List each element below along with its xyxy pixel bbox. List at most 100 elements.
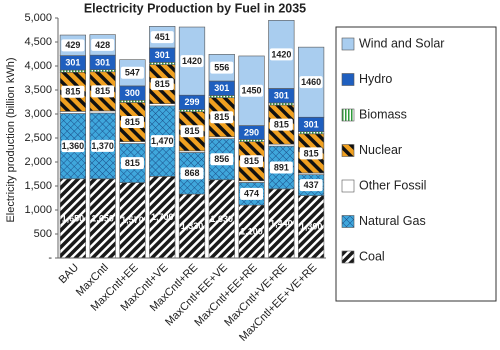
y-tick-label: 2,000: [24, 156, 52, 168]
legend-label: Nuclear: [359, 143, 402, 157]
y-tick-label: 4,000: [24, 60, 52, 72]
data-label-box: [150, 31, 174, 44]
bar-segment: [59, 69, 86, 73]
data-label: 300: [125, 88, 140, 98]
bar-segment: [149, 176, 176, 259]
legend-box: [335, 26, 497, 302]
y-tick-label: -: [48, 252, 52, 264]
data-label: 1,630: [211, 214, 234, 224]
data-label: 1,370: [91, 141, 114, 151]
data-label: 301: [214, 83, 229, 93]
data-label-box: [91, 38, 115, 51]
data-label: 301: [155, 50, 170, 60]
data-label: 1,360: [62, 141, 85, 151]
legend-swatch: [341, 179, 355, 193]
bar-segment: [208, 95, 235, 98]
data-label: 301: [65, 58, 80, 68]
bar-segment: [119, 100, 146, 103]
data-label-box: [240, 187, 264, 200]
bar-segment: [149, 62, 176, 65]
data-label-box: [210, 153, 234, 166]
data-label-box: [150, 78, 174, 91]
legend-swatch: [341, 108, 355, 122]
legend-swatch: [341, 215, 355, 228]
bar-segment: [178, 109, 206, 112]
data-label-box: [180, 55, 204, 68]
legend-swatch: [341, 250, 355, 264]
data-label: 815: [214, 112, 229, 122]
legend-label: Coal: [359, 249, 385, 263]
bar-segment: [298, 131, 325, 135]
data-label: 301: [304, 119, 319, 129]
data-label: 815: [304, 148, 319, 158]
chart-title: Electricity Production by Fuel in 2035: [84, 1, 306, 15]
data-label: 856: [214, 154, 229, 164]
data-label-box: [210, 61, 234, 74]
bar-segment: [59, 111, 86, 114]
bar-segment: [268, 102, 295, 106]
data-label-box: [91, 139, 115, 152]
bar-segment: [238, 204, 265, 259]
data-label-box: [269, 48, 293, 61]
legend-swatch: [341, 73, 355, 86]
legend-label: Other Fossil: [359, 178, 426, 192]
data-label: 1,470: [151, 136, 174, 146]
bar-segment: [149, 103, 176, 107]
data-label: 1,440: [270, 218, 293, 228]
data-label: 891: [274, 162, 289, 172]
bar-segment: [238, 139, 265, 142]
data-label-box: [61, 85, 85, 98]
data-label: 815: [155, 79, 170, 89]
data-label-box: [299, 179, 323, 192]
data-label-box: [61, 140, 85, 153]
legend-swatch: [341, 144, 355, 157]
data-label-box: [210, 111, 234, 124]
bar-segment: [89, 69, 116, 73]
data-label: 1,650: [62, 213, 85, 223]
data-label: 815: [184, 126, 199, 136]
data-label: 815: [125, 158, 140, 168]
data-label: 290: [244, 127, 259, 137]
data-label: 556: [214, 63, 229, 73]
data-label: 299: [184, 97, 199, 107]
data-label: 301: [95, 57, 110, 67]
data-label: 815: [244, 156, 259, 166]
bar-segment: [89, 110, 116, 114]
data-label: 1,330: [181, 221, 204, 231]
data-label-box: [269, 118, 293, 131]
data-label: 1,100: [240, 226, 263, 236]
data-label-box: [180, 167, 204, 180]
data-label: 1,300: [300, 222, 323, 232]
data-label: 474: [244, 189, 259, 199]
data-label-box: [120, 157, 144, 170]
data-label: 547: [125, 68, 140, 78]
data-label-box: [240, 84, 264, 97]
y-tick-label: 4,500: [24, 36, 52, 48]
data-label: 1420: [271, 49, 291, 59]
legend-label: Biomass: [359, 107, 407, 121]
y-tick-label: 1,000: [24, 204, 52, 216]
data-label-box: [61, 39, 85, 52]
data-label-box: [299, 147, 323, 160]
bar-segment: [89, 178, 116, 259]
data-label: 428: [95, 40, 110, 50]
data-label-box: [150, 135, 174, 148]
data-label: 1,570: [121, 215, 144, 225]
data-label: 451: [155, 32, 170, 42]
data-label: 1450: [242, 86, 262, 96]
y-tick-label: 3,000: [24, 108, 52, 120]
legend-label: Wind and Solar: [359, 36, 444, 50]
data-label: 1460: [301, 77, 321, 87]
data-label: 301: [274, 91, 289, 101]
data-label-box: [240, 155, 264, 168]
y-tick-label: 2,500: [24, 132, 52, 144]
legend-label: Natural Gas: [359, 214, 426, 228]
data-label-box: [269, 161, 293, 174]
data-label: 437: [304, 180, 319, 190]
data-label: 815: [274, 120, 289, 130]
data-label: 429: [65, 40, 80, 50]
data-label-box: [120, 116, 144, 129]
y-tick-label: 3,500: [24, 84, 52, 96]
data-label-box: [120, 66, 144, 79]
